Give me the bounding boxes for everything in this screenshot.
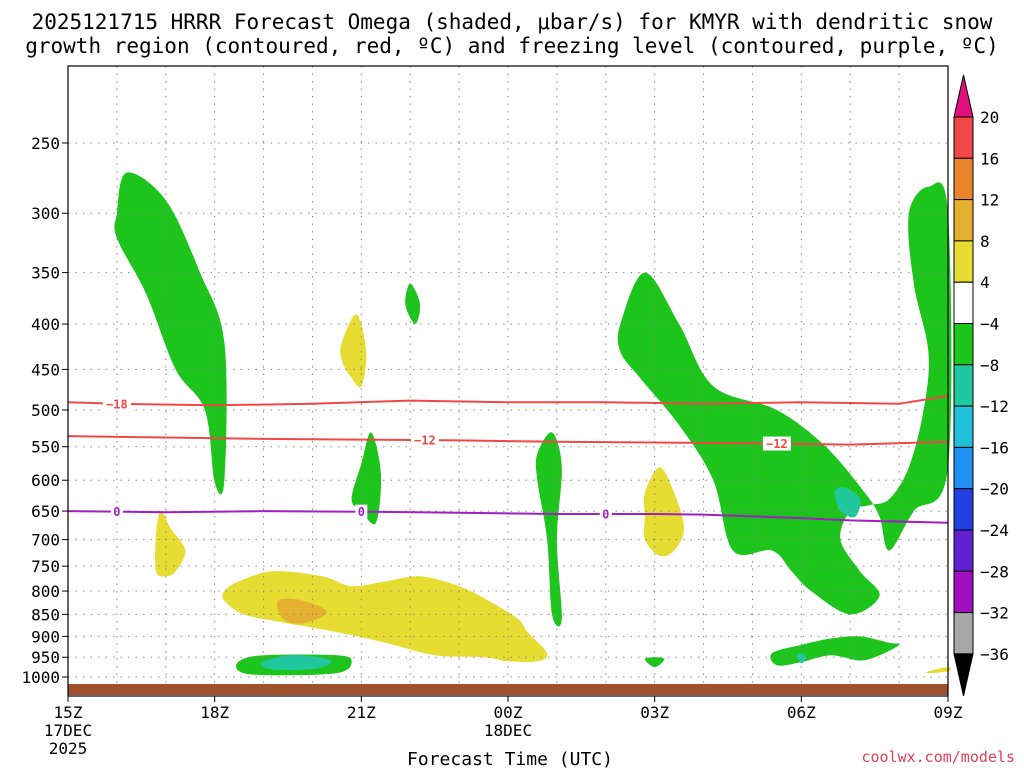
colorbar-swatch-4 bbox=[953, 281, 974, 325]
omega-region-16 bbox=[277, 598, 328, 624]
colorbar-label-2: 12 bbox=[980, 191, 999, 210]
omega-region-10 bbox=[796, 653, 807, 664]
contour-label-bg bbox=[599, 507, 612, 522]
grid-layer bbox=[68, 66, 948, 696]
omega-region-14 bbox=[643, 467, 684, 557]
y-tick-label-750: 750 bbox=[31, 557, 60, 576]
colorbar-label-3: 8 bbox=[980, 232, 990, 251]
y-tick-label-250: 250 bbox=[31, 134, 60, 153]
colorbar-label-0: 20 bbox=[980, 108, 999, 127]
colorbar-label-12: −32 bbox=[980, 604, 1009, 623]
x-axis-label: Forecast Time (UTC) bbox=[407, 749, 613, 768]
omega-region-15 bbox=[926, 667, 951, 674]
x-tick-label-21Z: 21Z bbox=[347, 703, 376, 722]
x-tick-sublabel-2025: 2025 bbox=[49, 739, 88, 758]
colorbar-label-6: −8 bbox=[980, 356, 999, 375]
colorbar-swatch-11 bbox=[953, 570, 974, 614]
x-tick-label-09Z: 09Z bbox=[934, 703, 963, 722]
x-tick-label-18Z: 18Z bbox=[200, 703, 229, 722]
x-tick-sublabel-18DEC: 18DEC bbox=[484, 721, 532, 740]
y-tick-label-700: 700 bbox=[31, 531, 60, 550]
y-tick-label-400: 400 bbox=[31, 315, 60, 334]
colorbar-swatch-6 bbox=[953, 364, 974, 407]
colorbar-label-13: −36 bbox=[980, 645, 1009, 664]
contour-label-dgz-minus12-0: −12 bbox=[414, 434, 436, 448]
x-tick-label-00Z: 00Z bbox=[494, 703, 523, 722]
colorbar-swatch-10 bbox=[953, 529, 974, 572]
omega-region-4 bbox=[617, 182, 952, 615]
colorbar-label-8: −16 bbox=[980, 438, 1009, 457]
y-tick-label-850: 850 bbox=[31, 605, 60, 624]
chart-title-line1: 2025121715 HRRR Forecast Omega (shaded, … bbox=[32, 10, 993, 34]
colorbar-swatch-7 bbox=[953, 405, 974, 448]
y-tick-label-500: 500 bbox=[31, 401, 60, 420]
omega-region-12 bbox=[155, 511, 186, 577]
omega-shading-layer bbox=[114, 172, 952, 676]
contour-label-dgz-minus18-0: −18 bbox=[106, 397, 128, 411]
colorbar-top-arrow bbox=[953, 74, 974, 118]
credit-text: coolwx.com/models bbox=[861, 748, 1015, 766]
colorbar-label-9: −20 bbox=[980, 480, 1009, 499]
colorbar-swatch-3 bbox=[953, 240, 974, 283]
colorbar-label-1: 16 bbox=[980, 149, 999, 168]
omega-region-6 bbox=[644, 657, 665, 668]
colorbar-label-11: −28 bbox=[980, 562, 1009, 581]
x-tick-label-06Z: 06Z bbox=[787, 703, 816, 722]
colorbar-swatch-9 bbox=[953, 488, 974, 531]
x-tick-label-03Z: 03Z bbox=[640, 703, 669, 722]
colorbar-label-10: −24 bbox=[980, 521, 1009, 540]
omega-region-3 bbox=[535, 432, 562, 627]
y-tick-label-350: 350 bbox=[31, 264, 60, 283]
colorbar-swatch-2 bbox=[953, 199, 974, 242]
y-tick-label-950: 950 bbox=[31, 648, 60, 667]
chart-title-line2: growth region (contoured, red, ºC) and f… bbox=[25, 34, 999, 58]
omega-region-8 bbox=[260, 654, 333, 671]
contour-label-bg bbox=[102, 396, 131, 411]
plot-area: −18 −12 −12 0 0 0 bbox=[67, 65, 952, 697]
colorbar-swatch-1 bbox=[953, 157, 974, 201]
ground-surface bbox=[68, 684, 948, 695]
colorbar-label-5: −4 bbox=[980, 315, 999, 334]
contour-label-dgz-minus12-1: −12 bbox=[766, 437, 788, 451]
omega-region-1 bbox=[351, 432, 382, 525]
omega-region-13 bbox=[222, 571, 548, 663]
contour-label-freezing-level-0-0: 0 bbox=[113, 505, 120, 519]
y-tick-label-600: 600 bbox=[31, 471, 60, 490]
colorbar-bottom-arrow bbox=[953, 653, 974, 697]
contour-label-freezing-level-0-1: 0 bbox=[358, 505, 365, 519]
y-tick-label-650: 650 bbox=[31, 502, 60, 521]
y-tick-label-550: 550 bbox=[31, 438, 60, 457]
omega-region-9 bbox=[834, 487, 861, 518]
x-tick-sublabel-17DEC: 17DEC bbox=[44, 721, 92, 740]
y-tick-label-450: 450 bbox=[31, 360, 60, 379]
colorbar-swatch-5 bbox=[953, 323, 974, 366]
y-tick-label-1000: 1000 bbox=[21, 668, 60, 687]
colorbar-swatch-0 bbox=[953, 116, 974, 159]
contour-label-bg bbox=[355, 504, 368, 519]
colorbar-swatch-12 bbox=[953, 612, 974, 655]
y-tick-label-300: 300 bbox=[31, 204, 60, 223]
contour-dgz-minus18 bbox=[67, 394, 949, 407]
contour-layer: −18 −12 −12 0 0 0 bbox=[67, 394, 949, 524]
y-tick-label-800: 800 bbox=[31, 582, 60, 601]
colorbar: 20 16 12 8 4 −4 −8 −12 −16 −20 −24 −28 −32 −36 bbox=[953, 74, 1009, 697]
y-axis-ticks: 250 300 350 400 450 500 550 600 650 700 750 800 850 9… bbox=[21, 134, 68, 687]
x-tick-label-15Z: 15Z bbox=[54, 703, 83, 722]
contour-label-bg bbox=[762, 436, 791, 451]
contour-label-bg bbox=[110, 504, 123, 519]
colorbar-label-7: −12 bbox=[980, 397, 1009, 416]
contour-freezing-level-0 bbox=[67, 510, 949, 524]
colorbar-swatch-8 bbox=[953, 446, 974, 490]
contour-dgz-minus12 bbox=[67, 435, 949, 446]
colorbar-label-4: 4 bbox=[980, 273, 990, 292]
contour-label-bg bbox=[410, 433, 439, 448]
contour-label-freezing-level-0-2: 0 bbox=[602, 508, 609, 522]
y-tick-label-900: 900 bbox=[31, 627, 60, 646]
omega-region-2 bbox=[405, 283, 421, 324]
omega-region-0 bbox=[114, 172, 227, 495]
